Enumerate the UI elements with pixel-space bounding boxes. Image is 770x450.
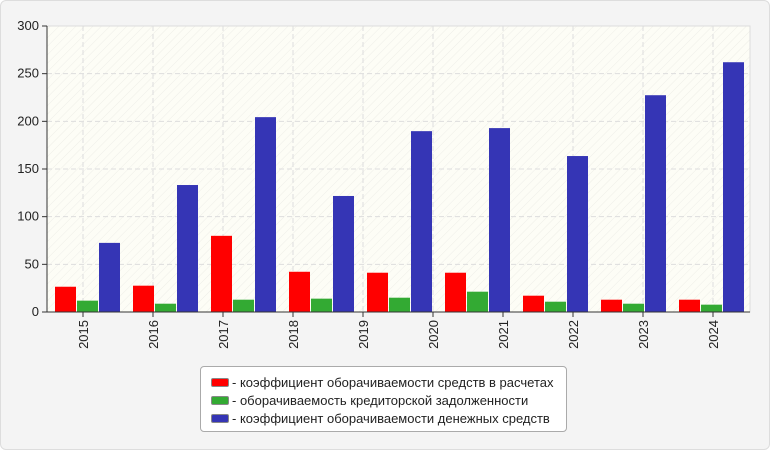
bar <box>233 299 254 312</box>
legend-label: - оборачиваемость кредиторской задолженн… <box>232 392 529 408</box>
bar <box>445 272 466 312</box>
legend-item: - коэффициент оборачиваемости средств в … <box>211 373 566 391</box>
y-tick-label: 300 <box>17 18 39 33</box>
x-tick-label: 2016 <box>146 320 161 349</box>
bar <box>177 185 198 312</box>
bar <box>333 195 354 312</box>
bar <box>567 156 588 312</box>
legend-label: - коэффициент оборачиваемости денежных с… <box>232 410 550 426</box>
x-tick-label: 2015 <box>76 320 91 349</box>
bar <box>489 128 510 312</box>
y-tick-label: 100 <box>17 209 39 224</box>
bar <box>545 301 566 312</box>
bar <box>701 304 722 312</box>
bar <box>211 235 232 312</box>
bar <box>311 298 332 312</box>
bar <box>645 95 666 312</box>
y-tick-label: 200 <box>17 113 39 128</box>
bar <box>55 286 76 312</box>
y-tick-label: 150 <box>17 161 39 176</box>
bar <box>99 242 120 312</box>
bar <box>467 291 488 312</box>
legend-swatch-green <box>211 395 229 405</box>
bar <box>523 295 544 312</box>
bar <box>623 303 644 312</box>
x-tick-label: 2020 <box>426 320 441 349</box>
bar <box>255 117 276 312</box>
legend: - коэффициент оборачиваемости средств в … <box>200 366 567 432</box>
bar <box>679 299 700 312</box>
x-tick-label: 2017 <box>216 320 231 349</box>
bar <box>289 271 310 312</box>
x-tick-label: 2019 <box>356 320 371 349</box>
y-tick-label: 250 <box>17 66 39 81</box>
bar <box>411 131 432 312</box>
y-tick-label: 50 <box>25 256 39 271</box>
legend-swatch-red <box>211 377 229 387</box>
x-tick-label: 2018 <box>286 320 301 349</box>
y-tick-label: 0 <box>32 304 39 319</box>
legend-item: - оборачиваемость кредиторской задолженн… <box>211 391 566 409</box>
legend-swatch-blue <box>211 413 229 423</box>
x-tick-label: 2021 <box>496 320 511 349</box>
x-tick-label: 2022 <box>566 320 581 349</box>
bar <box>367 272 388 312</box>
bar <box>77 300 98 312</box>
legend-item: - коэффициент оборачиваемости денежных с… <box>211 409 566 427</box>
bar <box>601 299 622 312</box>
legend-label: - коэффициент оборачиваемости средств в … <box>232 374 554 390</box>
bar <box>389 297 410 312</box>
bar <box>723 62 744 312</box>
x-tick-label: 2024 <box>706 320 721 349</box>
x-tick-label: 2023 <box>636 320 651 349</box>
bar <box>155 303 176 312</box>
bar <box>133 285 154 312</box>
